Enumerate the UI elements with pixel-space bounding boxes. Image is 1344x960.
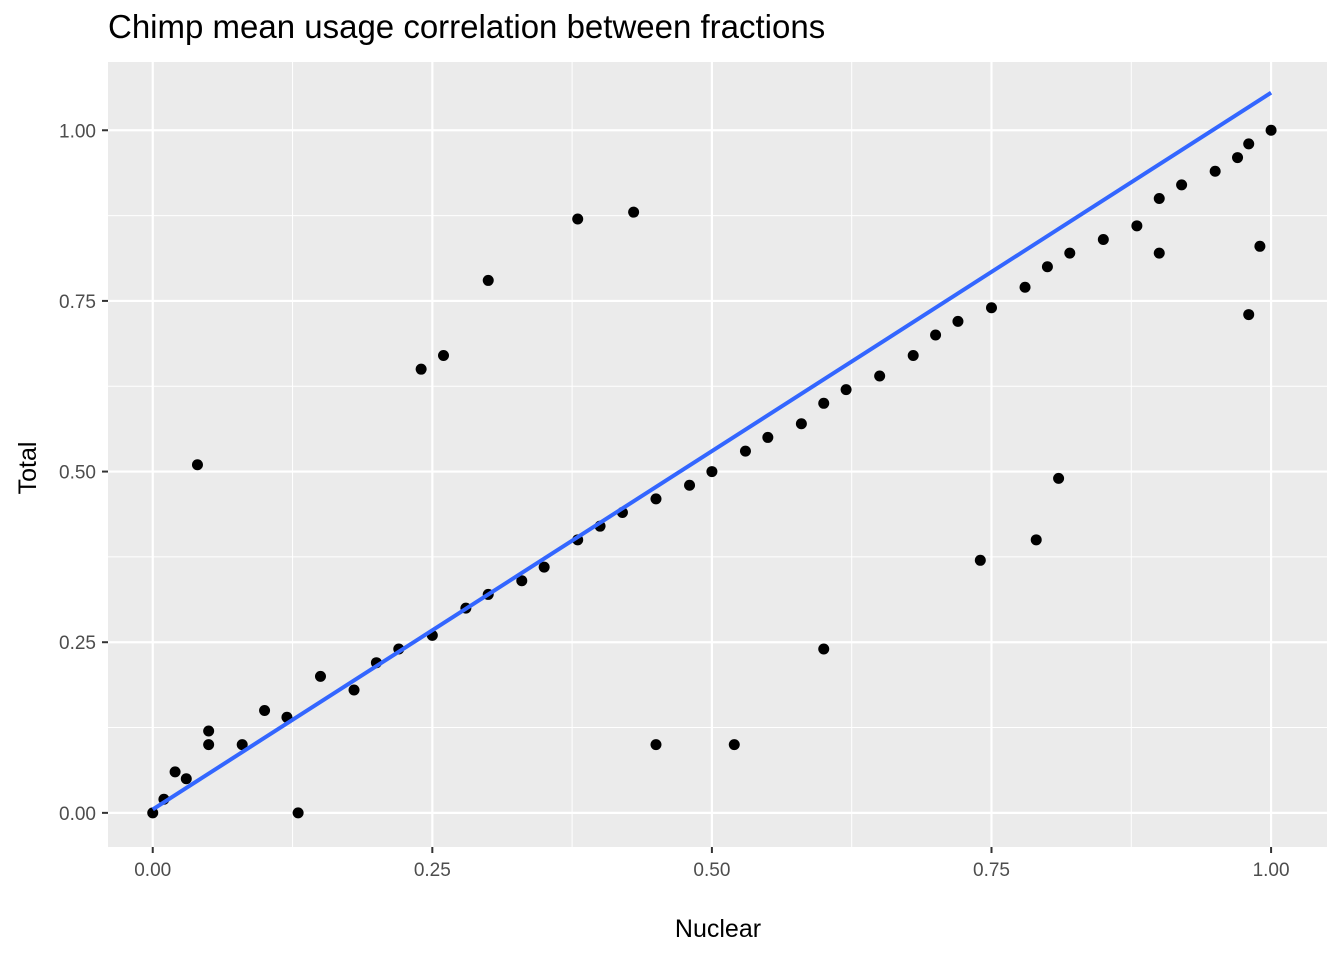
data-point <box>818 643 830 655</box>
data-point <box>1041 261 1053 273</box>
y-tick-label: 0.25 <box>59 633 96 654</box>
grid-lines <box>108 62 1327 847</box>
y-tick-label: 0.50 <box>59 463 96 484</box>
data-point <box>1097 233 1109 245</box>
data-point <box>1019 281 1031 293</box>
x-tick-label: 0.50 <box>693 860 730 881</box>
data-point <box>203 725 215 737</box>
x-tick-label: 1.00 <box>1253 860 1290 881</box>
data-point <box>952 315 964 327</box>
data-point <box>314 670 326 682</box>
x-tick-label: 0.25 <box>414 860 451 881</box>
data-point <box>572 213 584 225</box>
data-point <box>818 397 830 409</box>
data-point <box>180 773 192 785</box>
data-point <box>684 479 696 491</box>
data-point <box>1153 193 1165 205</box>
data-point <box>1243 138 1255 150</box>
data-point <box>348 684 360 696</box>
x-tick-label: 0.75 <box>973 860 1010 881</box>
data-point <box>762 431 774 443</box>
y-tick-label: 1.00 <box>59 121 96 142</box>
data-point <box>1243 309 1255 321</box>
x-axis-title: Nuclear <box>675 915 761 943</box>
data-point <box>930 329 942 341</box>
data-point <box>840 384 852 396</box>
x-tick-label: 0.00 <box>134 860 171 881</box>
data-point <box>259 704 271 716</box>
data-point <box>1064 247 1076 259</box>
fit-line-layer <box>151 91 1273 812</box>
data-point <box>650 739 662 751</box>
y-tick-label: 0.00 <box>59 804 96 825</box>
chart-title: Chimp mean usage correlation between fra… <box>108 8 826 45</box>
data-point <box>1232 152 1244 164</box>
fit-line <box>151 91 1273 812</box>
data-point <box>1209 165 1221 177</box>
plot-panel <box>108 62 1327 847</box>
data-point <box>482 274 494 286</box>
data-point <box>1131 220 1143 232</box>
data-point <box>516 575 528 587</box>
data-point <box>236 739 248 751</box>
data-point <box>1176 179 1188 191</box>
data-point <box>974 554 986 566</box>
data-point <box>191 459 203 471</box>
data-point <box>728 739 740 751</box>
axes: 0.00 0.25 0.50 0.75 1.00 0.00 0.25 0.50 0.75 1.00 <box>59 121 1290 881</box>
data-point <box>1030 534 1042 546</box>
data-point <box>739 445 751 457</box>
y-axis-title: Total <box>14 442 42 495</box>
data-point <box>538 561 550 573</box>
data-point <box>1053 472 1065 484</box>
data-point <box>203 739 215 751</box>
data-point <box>706 466 718 478</box>
data-point <box>795 418 807 430</box>
data-point <box>650 493 662 505</box>
data-point <box>1254 240 1266 252</box>
data-point <box>438 350 450 362</box>
data-point <box>169 766 181 778</box>
data-points <box>147 124 1277 819</box>
data-point <box>292 807 304 819</box>
data-point <box>985 302 997 314</box>
data-point <box>628 206 640 218</box>
y-tick-label: 0.75 <box>59 292 96 313</box>
data-point <box>147 807 159 819</box>
data-point <box>874 370 886 382</box>
data-point <box>907 350 919 362</box>
data-point <box>415 363 427 375</box>
data-point <box>1265 124 1277 136</box>
data-point <box>1153 247 1165 259</box>
